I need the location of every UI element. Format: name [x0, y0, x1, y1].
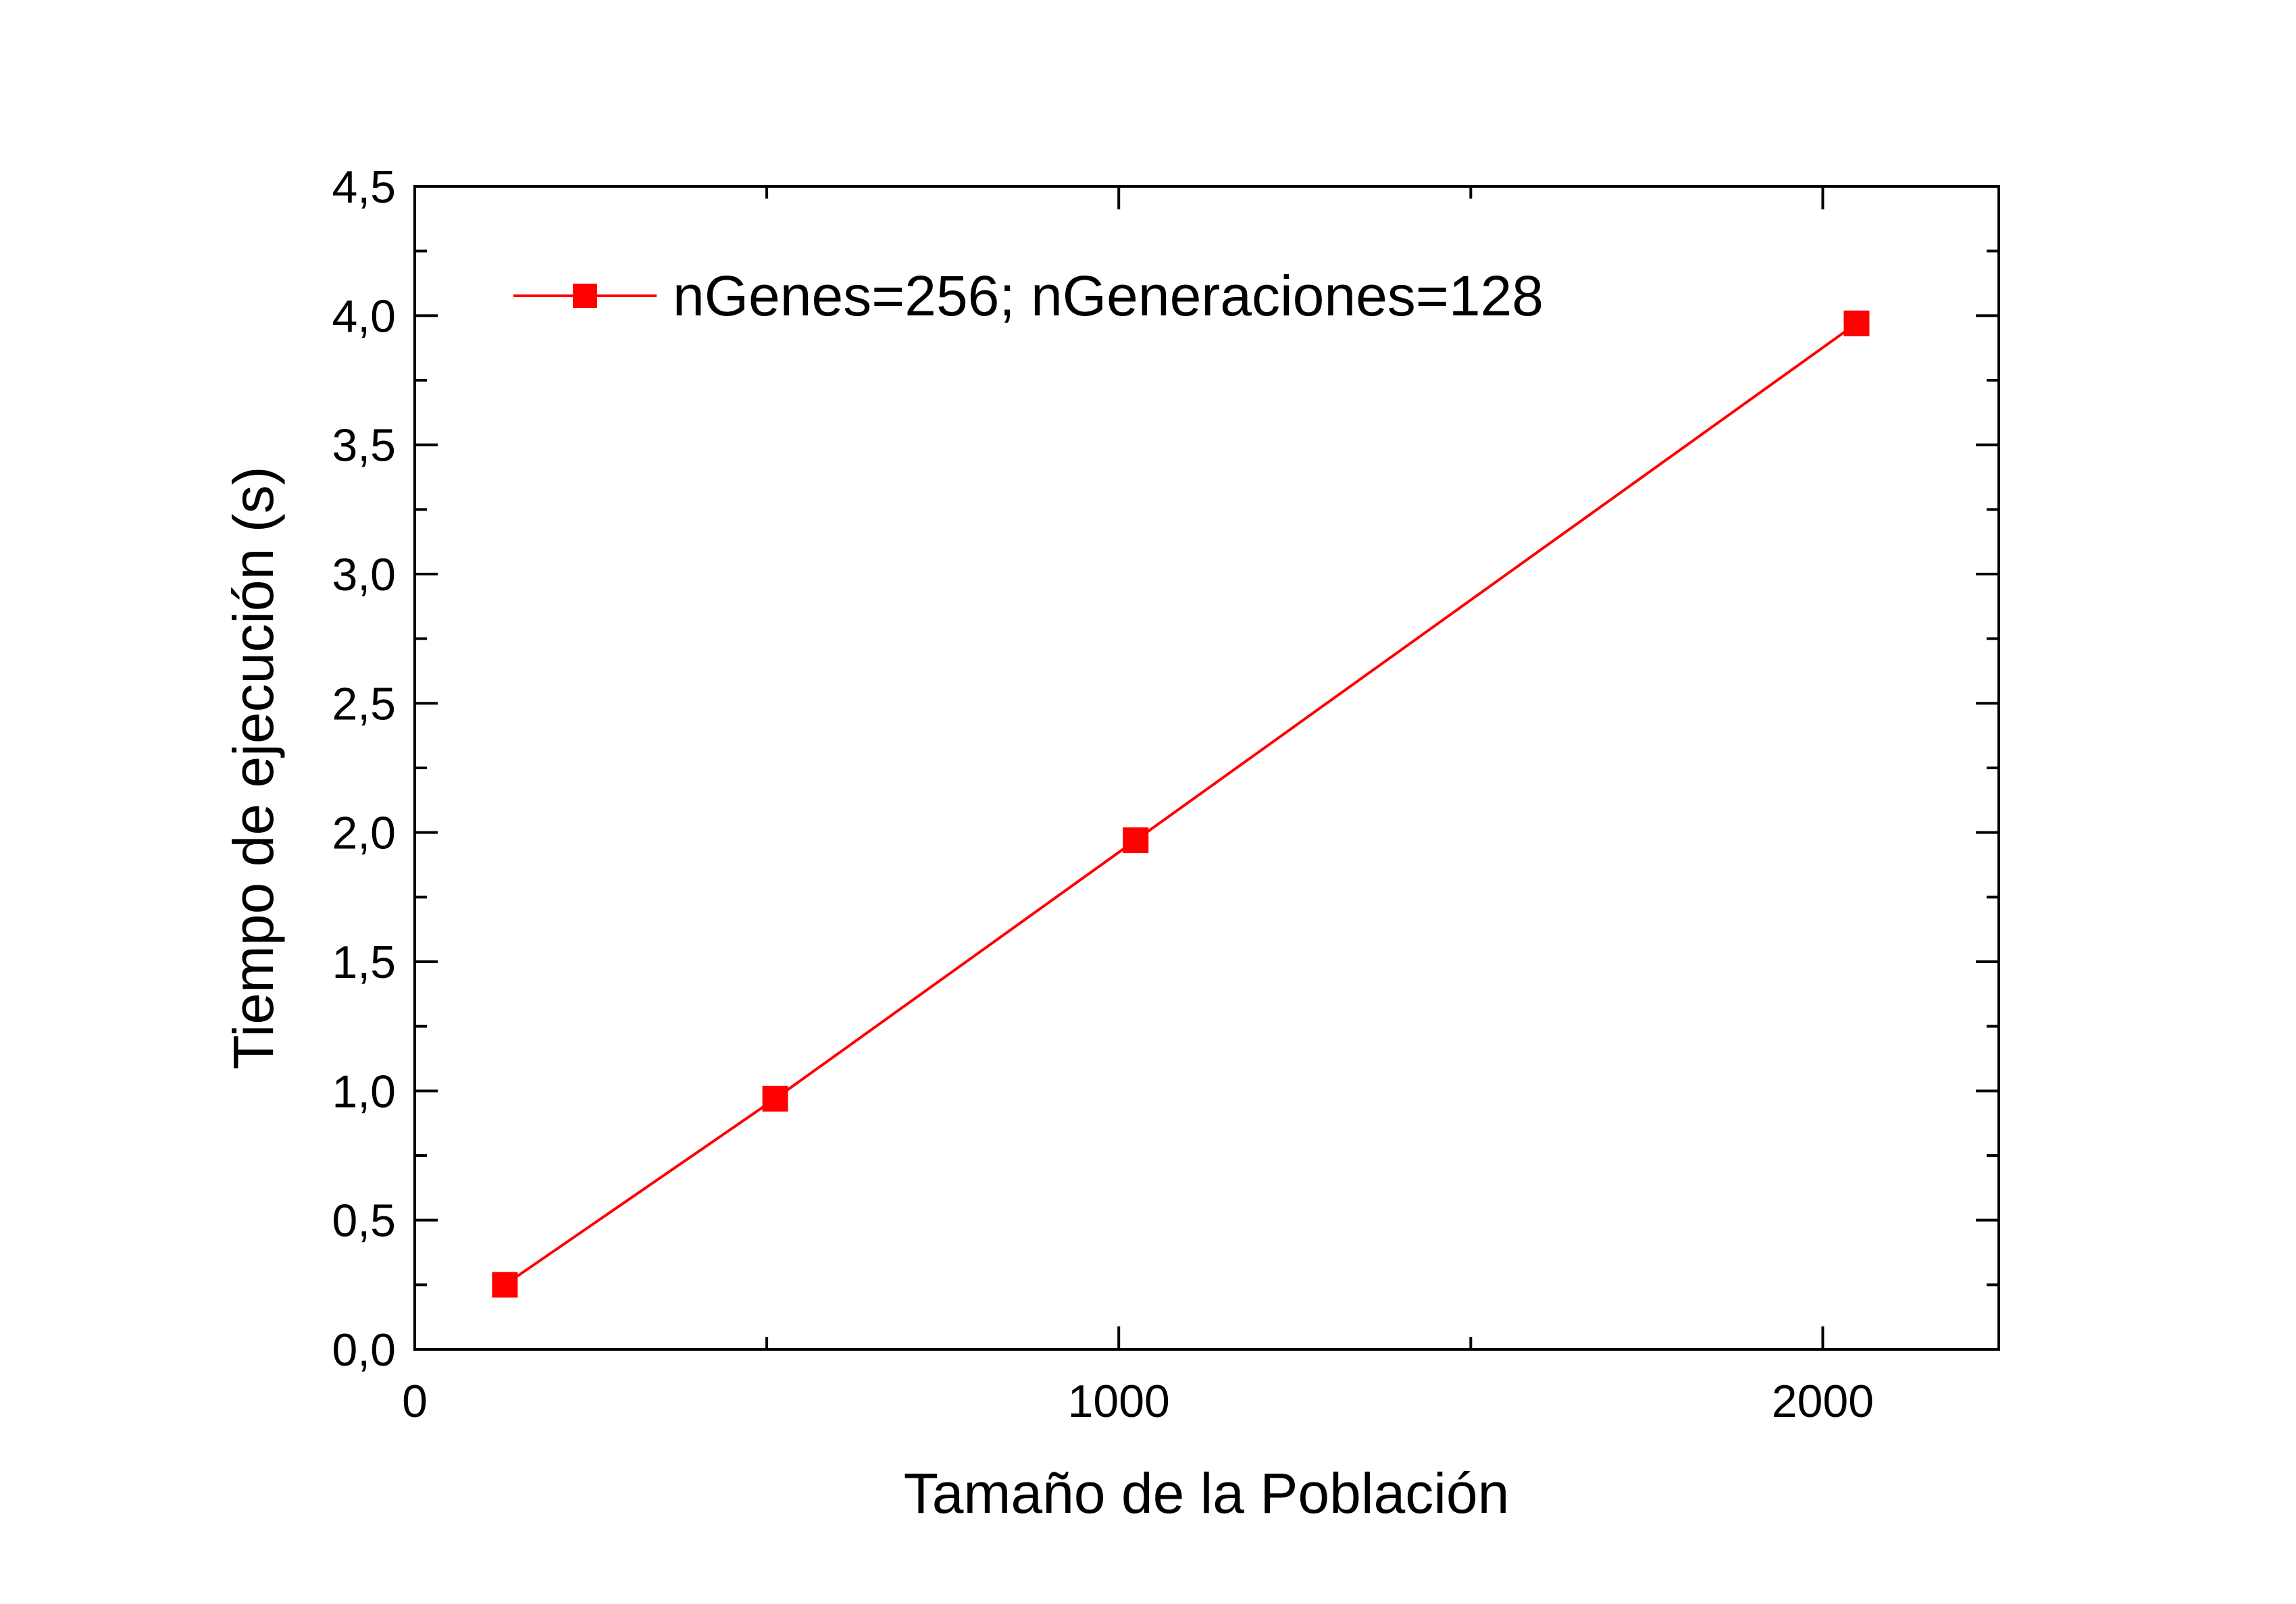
- y-axis-title: Tiempo de ejecución (s): [222, 466, 285, 1069]
- series-layer: [492, 310, 1870, 1298]
- x-tick-label: 0: [402, 1376, 428, 1427]
- data-point: [762, 1085, 788, 1112]
- x-tick-label: 1000: [1068, 1376, 1170, 1427]
- y-tick-label: 4,5: [332, 161, 396, 213]
- ticks-layer: 0,0 0,5 1,0 1,5 2,0 2,5 3,0 3,5 4,0 4,5 0 1000 2000: [332, 161, 1999, 1427]
- y-tick-label: 2,0: [332, 808, 396, 859]
- x-axis-title: Tamaño de la Población: [904, 1461, 1510, 1525]
- y-tick-label: 4,0: [332, 290, 396, 342]
- legend-label-series-1: nGenes=256; nGeneraciones=128: [673, 264, 1544, 328]
- plot-frame: [413, 185, 2000, 1351]
- data-point: [1123, 827, 1149, 854]
- data-point: [492, 1272, 518, 1298]
- series-line: [504, 322, 1858, 1286]
- y-tick-label: 0,0: [332, 1324, 396, 1376]
- y-tick-label: 2,5: [332, 678, 396, 729]
- y-tick-label: 3,0: [332, 549, 396, 600]
- x-tick-label: 2000: [1772, 1376, 1874, 1427]
- y-tick-label: 3,5: [332, 420, 396, 471]
- data-point: [1843, 310, 1870, 336]
- legend-marker: [573, 284, 597, 308]
- y-tick-label: 0,5: [332, 1195, 396, 1247]
- y-tick-label: 1,5: [332, 937, 396, 988]
- y-tick-label: 1,0: [332, 1066, 396, 1117]
- legend: nGenes=256; nGeneraciones=128: [513, 264, 1544, 328]
